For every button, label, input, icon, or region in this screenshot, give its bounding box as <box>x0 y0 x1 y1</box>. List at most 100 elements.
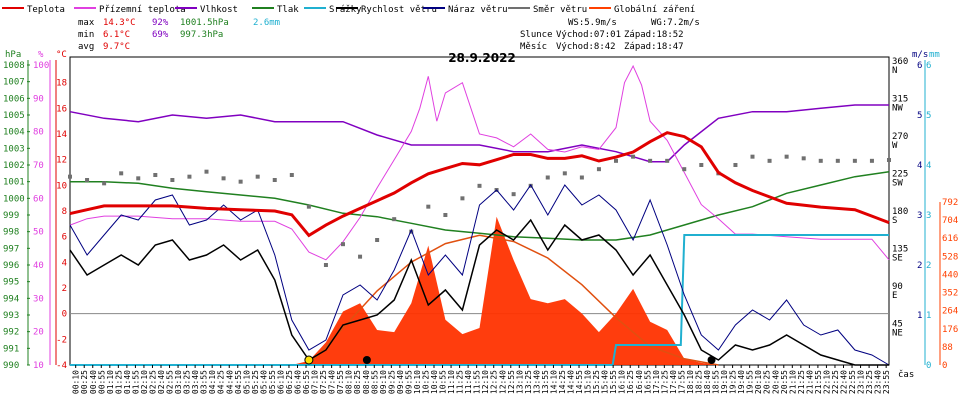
hpa-tick-label: 1006 <box>3 94 25 104</box>
x-tick-label: 21:10 <box>788 370 797 394</box>
hpa-tick-label: 997 <box>3 244 19 254</box>
x-tick-label: 17:55 <box>677 370 686 394</box>
x-tick-label: 07:10 <box>311 370 320 394</box>
x-tick-label: 03:55 <box>200 370 209 394</box>
stat-min-press: 997.3hPa <box>180 30 223 40</box>
x-tick-label: 16:25 <box>626 370 635 394</box>
wind-direction-point <box>375 238 380 242</box>
x-tick-label: 05:55 <box>268 370 277 394</box>
wind-direction-point <box>187 174 192 179</box>
x-tick-label: 07:25 <box>319 370 328 394</box>
x-tick-label: 00:25 <box>80 370 89 394</box>
hpa-tick-label: 1005 <box>3 111 25 121</box>
legend-label: Vlhkost <box>200 5 238 15</box>
legend-label: Tlak <box>277 5 299 15</box>
x-tick-label: 05:40 <box>259 370 268 394</box>
hpa-tick-label: 1003 <box>3 144 25 154</box>
wind-direction-point <box>341 242 345 247</box>
c-tick-label: 12 <box>56 156 67 166</box>
x-tick-label: 13:10 <box>515 370 524 394</box>
wind-wg: WG:7.2m/s <box>651 18 700 28</box>
stat-min-temp: 6.1°C <box>103 30 130 40</box>
plot-area <box>68 64 891 366</box>
stat-avg-label: avg <box>78 42 94 52</box>
x-tick-label: 12:10 <box>481 370 490 394</box>
wind-direction-point <box>750 154 755 159</box>
x-tick-label: 19:40 <box>737 370 746 394</box>
mm-tick-label: 5 <box>926 111 931 121</box>
c-tick-label: 14 <box>56 130 67 140</box>
wind-direction-point <box>136 176 141 181</box>
wind-ws: WS:5.9m/s <box>568 18 617 28</box>
x-tick-label: 22:55 <box>848 370 857 394</box>
hpa-tick-label: 995 <box>3 278 19 288</box>
wind-direction-point <box>443 213 448 217</box>
hpa-tick-label: 1001 <box>3 178 25 188</box>
stat-max-temp: 14.3°C <box>103 18 136 28</box>
wind-direction-point <box>477 183 482 188</box>
x-tick-label: 11:10 <box>447 370 456 394</box>
wind-direction-point <box>699 163 704 167</box>
direction-name-label: S <box>892 216 897 226</box>
c-tick-label: -2 <box>56 335 67 345</box>
x-tick-label: 06:25 <box>285 370 294 394</box>
x-tick-label: 00:40 <box>89 370 98 394</box>
wind-direction-point <box>631 154 636 159</box>
x-tick-label: 22:25 <box>831 370 840 394</box>
x-tick-label: 23:10 <box>857 370 866 394</box>
x-tick-label: 01:40 <box>123 370 132 394</box>
wind-direction-point <box>68 174 72 179</box>
wind-direction-point <box>358 254 363 259</box>
x-tick-label: 22:10 <box>822 370 831 394</box>
x-tick-label: 07:40 <box>328 370 337 394</box>
c-tick-label: 2 <box>62 284 67 294</box>
mm-tick-label: 1 <box>926 311 931 321</box>
x-tick-label: 11:55 <box>473 370 482 394</box>
hpa-tick-label: 992 <box>3 328 19 338</box>
x-tick-label: 21:40 <box>805 370 814 394</box>
x-tick-label: 12:40 <box>498 370 507 394</box>
wind-direction-point <box>818 158 823 163</box>
mm-tick-label: 2 <box>926 261 931 271</box>
c-tick-label: 0 <box>62 310 67 320</box>
wind-direction-point <box>869 158 874 163</box>
stat-min-label: min <box>78 30 94 40</box>
moon-set: Západ:18:47 <box>624 42 684 52</box>
x-tick-label: 15:10 <box>584 370 593 394</box>
x-tick-label: 10:10 <box>413 370 422 394</box>
axis-title-mm: mm <box>929 50 940 60</box>
x-tick-label: 00:10 <box>72 370 81 394</box>
x-tick-label: 11:25 <box>456 370 465 394</box>
wind-direction-point <box>682 167 687 172</box>
series-clear-sky-curve <box>308 234 719 366</box>
stat-max-hum: 92% <box>152 18 169 28</box>
x-tick-label: 18:40 <box>703 370 712 394</box>
x-tick-label: 10:25 <box>421 370 430 394</box>
mm-tick-label: 6 <box>926 61 931 71</box>
pct-tick-label: 20 <box>33 328 44 338</box>
moonset-marker <box>707 356 716 364</box>
series-ground-temperature <box>69 64 890 261</box>
wind-direction-point <box>614 158 618 163</box>
c-tick-label: 10 <box>56 181 67 191</box>
sun-label: Slunce <box>520 30 553 40</box>
x-tick-label: 01:25 <box>114 370 123 394</box>
x-tick-label: 23:25 <box>865 370 874 394</box>
direction-degree-label: 360 <box>892 57 908 67</box>
x-tick-label: 10:55 <box>439 370 448 394</box>
x-tick-label: 06:10 <box>276 370 285 394</box>
direction-degree-label: 225 <box>892 170 908 180</box>
pct-tick-label: 30 <box>33 294 44 304</box>
x-unit: čas <box>898 369 914 380</box>
hpa-tick-label: 998 <box>3 228 19 238</box>
stat-max-rain: 2.6mm <box>253 18 280 28</box>
wind-direction-point <box>306 204 311 209</box>
hpa-tick-label: 990 <box>3 361 19 371</box>
wind-direction-point <box>648 158 653 163</box>
x-tick-label: 02:25 <box>148 370 157 394</box>
wm2-tick-label: 528 <box>942 252 958 262</box>
x-tick-label: 07:55 <box>336 370 345 394</box>
x-tick-label: 17:40 <box>669 370 678 394</box>
x-tick-label: 09:25 <box>387 370 396 394</box>
x-tick-label: 08:10 <box>345 370 354 394</box>
